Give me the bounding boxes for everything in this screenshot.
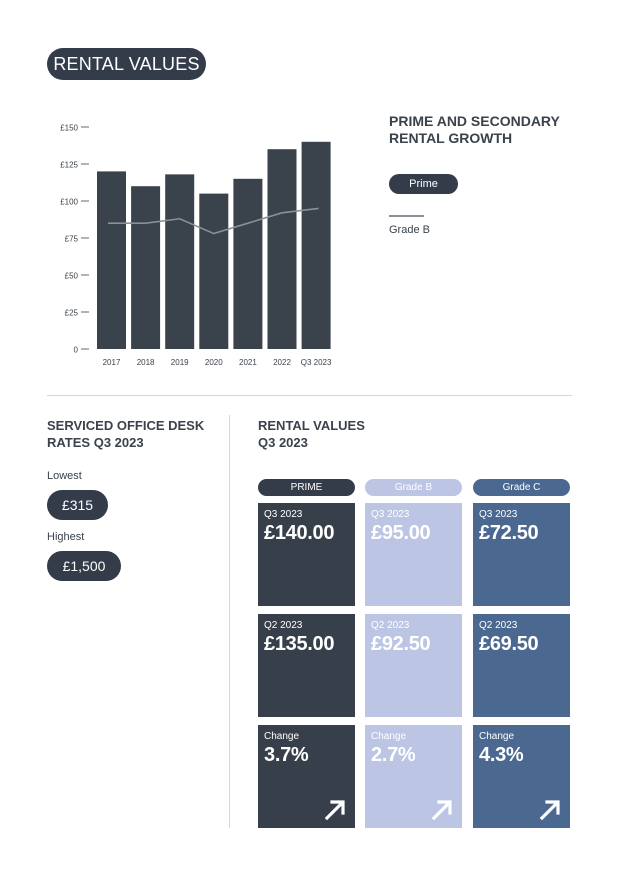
prime-bar xyxy=(301,141,331,349)
rental-values-title-line-2: Q3 2023 xyxy=(258,435,308,450)
tile-grade-b-change: Change 2.7% xyxy=(365,725,462,828)
tile-label: Q3 2023 xyxy=(264,509,303,520)
tile-value: £69.50 xyxy=(479,633,539,655)
tile-label: Change xyxy=(371,731,407,742)
desk-rates-title: SERVICED OFFICE DESK RATES Q3 2023 xyxy=(47,417,222,451)
rental-growth-chart: 0£25£50£75£100£125£150 2017 2018 2019 2020 2… xyxy=(60,124,332,368)
lowest-value-pill: £315 xyxy=(47,490,108,520)
y-tick-label: £150 xyxy=(60,124,78,133)
prime-bar xyxy=(131,186,161,349)
x-tick-label: 2017 xyxy=(103,358,121,367)
legend-grade-b-line xyxy=(389,215,424,217)
desk-rates-title-line-2: RATES Q3 2023 xyxy=(47,435,144,450)
tile-prime-q2: Q2 2023 £135.00 xyxy=(258,614,355,717)
y-tick-label: £75 xyxy=(65,235,79,244)
horizontal-divider xyxy=(47,395,572,396)
highest-value-pill: £1,500 xyxy=(47,551,121,581)
prime-bar xyxy=(267,149,297,349)
x-tick-label: 2022 xyxy=(273,358,291,367)
highest-label: Highest xyxy=(47,531,85,543)
prime-bar xyxy=(165,174,195,349)
tile-label: Change xyxy=(479,731,515,742)
x-tick-label: 2018 xyxy=(137,358,155,367)
tile-value: 4.3% xyxy=(479,744,524,766)
tile-value: £135.00 xyxy=(264,633,335,655)
x-tick-label: Q3 2023 xyxy=(301,358,332,367)
tile-value: £95.00 xyxy=(371,522,431,544)
x-tick-label: 2020 xyxy=(205,358,223,367)
tile-label: Q2 2023 xyxy=(264,620,303,631)
tile-label: Q3 2023 xyxy=(479,509,518,520)
column-header-prime: PRIME xyxy=(258,479,355,496)
tile-value: £92.50 xyxy=(371,633,431,655)
column-header-grade-c: Grade C xyxy=(473,479,570,496)
tile-label: Change xyxy=(264,731,300,742)
y-tick-label: £100 xyxy=(60,198,78,207)
tile-value: 3.7% xyxy=(264,744,309,766)
legend-prime-swatch: Prime xyxy=(389,174,458,194)
tile-value: 2.7% xyxy=(371,744,416,766)
prime-bar xyxy=(199,193,229,349)
tile-label: Q2 2023 xyxy=(479,620,518,631)
tile-grade-c-q2: Q2 2023 £69.50 xyxy=(473,614,570,717)
vertical-divider xyxy=(229,415,230,828)
tile-grade-c-q3: Q3 2023 £72.50 xyxy=(473,503,570,606)
tile-prime-change: Change 3.7% xyxy=(258,725,355,828)
tile-grade-b-q3: Q3 2023 £95.00 xyxy=(365,503,462,606)
x-axis: 2017 2018 2019 2020 2021 2022 Q3 2023 xyxy=(103,358,332,367)
prime-bars xyxy=(97,141,331,349)
tile-grade-b-q2: Q2 2023 £92.50 xyxy=(365,614,462,717)
arrow-up-right-icon xyxy=(431,800,452,821)
legend-grade-b-label: Grade B xyxy=(389,224,430,236)
legend-title: PRIME AND SECONDARY RENTAL GROWTH xyxy=(389,113,589,147)
arrow-up-right-icon xyxy=(539,800,560,821)
page-title: RENTAL VALUES xyxy=(47,48,206,80)
x-tick-label: 2021 xyxy=(239,358,257,367)
legend-title-line-1: PRIME AND SECONDARY xyxy=(389,113,560,129)
tile-grade-c-change: Change 4.3% xyxy=(473,725,570,828)
grade-b-line-series xyxy=(108,207,319,235)
x-tick-label: 2019 xyxy=(171,358,189,367)
desk-rates-title-line-1: SERVICED OFFICE DESK xyxy=(47,418,205,433)
rental-values-title: RENTAL VALUES Q3 2023 xyxy=(258,417,458,451)
rental-values-title-line-1: RENTAL VALUES xyxy=(258,418,365,433)
tile-label: Q2 2023 xyxy=(371,620,410,631)
tile-value: £72.50 xyxy=(479,522,539,544)
y-tick-label: 0 xyxy=(74,346,79,355)
tile-value: £140.00 xyxy=(264,522,335,544)
legend-title-line-2: RENTAL GROWTH xyxy=(389,130,513,146)
y-tick-label: £50 xyxy=(65,272,79,281)
tile-label: Q3 2023 xyxy=(371,509,410,520)
tile-prime-q3: Q3 2023 £140.00 xyxy=(258,503,355,606)
lowest-label: Lowest xyxy=(47,470,82,482)
prime-bar xyxy=(97,171,126,349)
y-axis: 0 £25 £50 £75 £100 £125 £150 xyxy=(60,124,89,355)
grade-b-line xyxy=(108,207,319,235)
y-tick-label: £25 xyxy=(65,309,79,318)
prime-bar xyxy=(233,178,263,349)
arrow-up-right-icon xyxy=(324,800,345,821)
column-header-grade-b: Grade B xyxy=(365,479,462,496)
y-tick-label: £125 xyxy=(60,161,78,170)
